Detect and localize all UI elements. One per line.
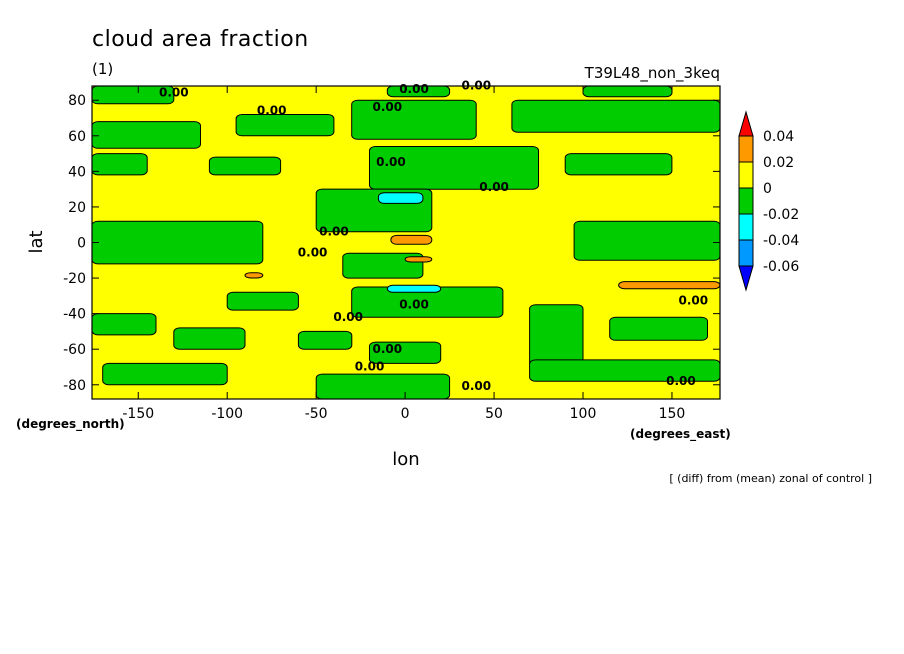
chart-title: cloud area fraction xyxy=(92,27,309,52)
x-tick-label-5: 100 xyxy=(570,406,597,422)
plot-area: 0.00 0.00 0.00 0.00 0.00 0.00 0.00 0.00 0.00 0.00… xyxy=(91,79,721,400)
contour-label-2: 0.00 xyxy=(372,100,402,114)
x-axis-label: lon xyxy=(392,449,419,470)
y-tick-label-1: 60 xyxy=(68,129,86,145)
contour-region-31 xyxy=(244,272,264,279)
y-axis-label: lat xyxy=(26,230,47,253)
y-tick-label-6: -40 xyxy=(63,307,86,323)
y-tick-label-3: 20 xyxy=(68,200,86,216)
x-tick-label-1: -100 xyxy=(211,406,243,422)
colorbar-label-3: -0.02 xyxy=(763,207,799,223)
contour-region-10 xyxy=(564,153,673,176)
contour-region-16 xyxy=(91,313,157,336)
x-tick-label-4: 50 xyxy=(485,406,503,422)
colorbar-swatch-1 xyxy=(738,135,754,163)
contour-region-29 xyxy=(404,256,433,263)
contour-region-20 xyxy=(609,316,709,341)
contour-region-24 xyxy=(315,373,451,400)
x-tick-label-2: -50 xyxy=(305,406,328,422)
contour-label-7: 0.00 xyxy=(319,224,349,238)
contour-region-14 xyxy=(573,220,721,261)
y-tick-label-0: 80 xyxy=(68,93,86,109)
colorbar-label-1: 0.02 xyxy=(763,155,794,171)
colorbar-arrow-top xyxy=(738,110,754,137)
colorbar-label-2: 0 xyxy=(763,181,772,197)
contour-label-1: 0.00 xyxy=(257,104,287,118)
colorbar-swatch-5 xyxy=(738,239,754,267)
x-tick-label-6: 150 xyxy=(659,406,686,422)
contour-region-13 xyxy=(342,252,424,279)
colorbar-swatch-2 xyxy=(738,161,754,189)
y-tick-label-8: -80 xyxy=(63,378,86,394)
contour-region-30 xyxy=(618,281,721,290)
y-axis: 80 60 40 20 0 -20 -40 -60 -80 xyxy=(63,93,720,394)
contour-region-22 xyxy=(369,341,442,364)
contour-label-14: 0.00 xyxy=(666,374,696,388)
x-tick-label-0: -150 xyxy=(122,406,154,422)
contour-region-6 xyxy=(582,85,673,98)
colorbar-label-4: -0.04 xyxy=(763,233,799,249)
contour-region-11 xyxy=(91,220,264,265)
contour-label-5: 0.00 xyxy=(376,155,406,169)
contour-region-19 xyxy=(529,304,584,368)
colorbar-label-5: -0.06 xyxy=(763,259,799,275)
footnote: [ (diff) from (mean) zonal of control ] xyxy=(669,472,872,485)
contour-region-2 xyxy=(351,99,477,140)
contour-region-23 xyxy=(102,362,228,386)
x-axis: -150 -100 -50 0 50 100 150 xyxy=(122,86,685,422)
contour-label-15: 0.00 xyxy=(678,294,708,308)
contour-label-11: 0.00 xyxy=(372,342,402,356)
contour-label-8: 0.00 xyxy=(298,246,328,260)
contour-region-17 xyxy=(226,291,299,311)
contour-region-18 xyxy=(173,327,246,350)
colorbar-swatch-4 xyxy=(738,213,754,241)
contour-label-10: 0.00 xyxy=(333,310,363,324)
y-tick-label-5: -20 xyxy=(63,271,86,287)
contour-region-8 xyxy=(208,156,282,176)
colorbar-label-0: 0.04 xyxy=(763,129,794,145)
contour-region-9 xyxy=(369,146,539,190)
contour-region-28 xyxy=(390,234,433,245)
contour-label-3: 0.00 xyxy=(399,82,429,96)
y-axis-unit: (degrees_north) xyxy=(16,417,125,432)
colorbar: 0.04 0.02 0 -0.02 -0.04 -0.06 xyxy=(738,110,799,292)
contour-region-21 xyxy=(297,330,353,350)
contour-region-7 xyxy=(91,153,148,176)
colorbar-swatch-3 xyxy=(738,187,754,215)
y-tick-label-7: -60 xyxy=(63,342,86,358)
contour-region-0 xyxy=(91,121,201,149)
contour-region-27 xyxy=(386,284,442,293)
contour-label-9: 0.00 xyxy=(399,297,429,311)
x-axis-unit: (degrees_east) xyxy=(630,427,731,442)
colorbar-arrow-bottom xyxy=(738,265,754,292)
contour-region-1 xyxy=(235,114,335,137)
contour-region-3 xyxy=(511,99,721,133)
contour-region-26 xyxy=(377,192,424,204)
contour-label-12: 0.00 xyxy=(355,360,385,374)
x-tick-label-3: 0 xyxy=(401,406,410,422)
contour-label-6: 0.00 xyxy=(479,180,509,194)
contour-label-13: 0.00 xyxy=(461,379,491,393)
contour-label-0: 0.00 xyxy=(159,86,189,100)
chart-subtitle: (1) xyxy=(92,60,113,78)
y-tick-label-4: 0 xyxy=(77,236,86,252)
run-label: T39L48_non_3keq xyxy=(584,64,720,83)
y-tick-label-2: 40 xyxy=(68,164,86,180)
